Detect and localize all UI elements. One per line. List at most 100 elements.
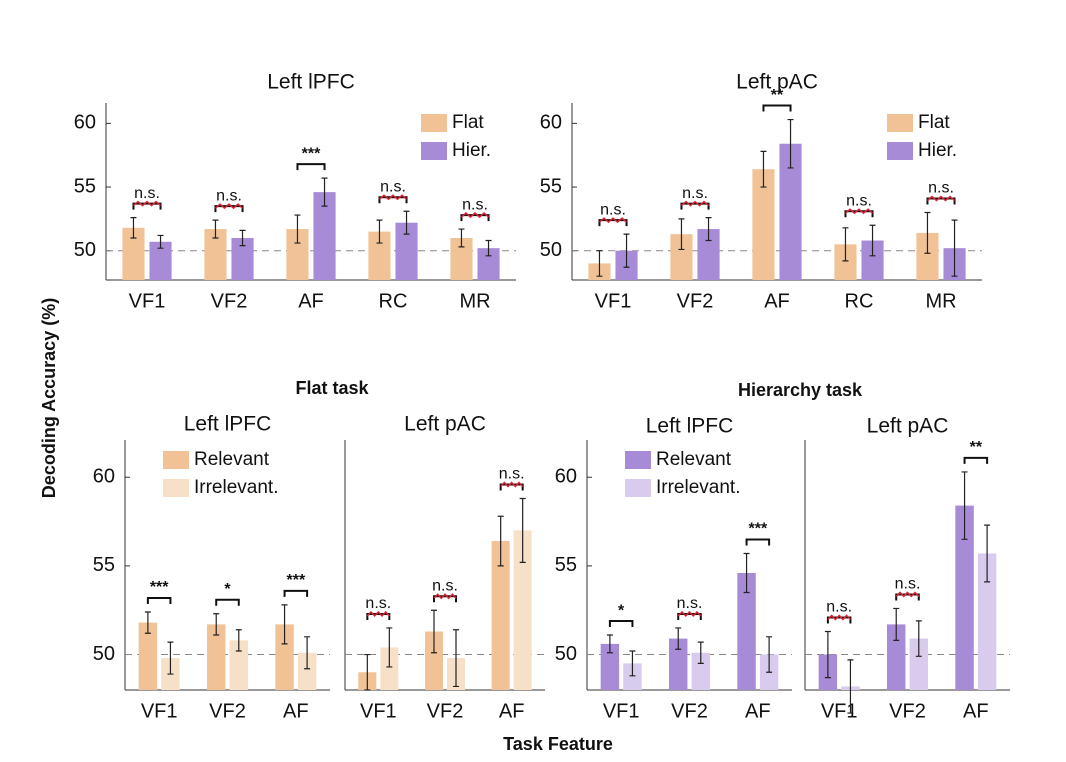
error-bar [376,219,383,244]
group-title: Flat task [295,378,369,398]
ns-wave [460,212,490,219]
significance-bracket [283,589,309,597]
error-bar [766,636,773,673]
significance-label: n.s. [380,178,406,195]
legend-swatch [887,142,913,160]
bar [297,652,317,690]
x-tick-label: RC [845,290,874,312]
significance-bracket [745,538,771,546]
significance-bracket [677,612,702,620]
error-bar [842,227,849,262]
significance-label: n.s. [682,185,708,202]
ns-wave [132,200,162,207]
bar [204,229,227,280]
group-title: Hierarchy task [738,380,863,400]
bar [737,572,756,690]
significance-bracket [214,205,244,213]
error-bar [606,634,613,654]
significance-label: n.s. [677,595,703,612]
error-bar [497,515,504,567]
error-bar [675,627,682,650]
y-tick-label: 50 [540,239,562,261]
legend-swatch [887,114,913,132]
panel-title: Left pAC [867,415,949,438]
y-tick-label: 60 [540,112,562,134]
error-bar [787,118,794,169]
x-tick-label: VF1 [360,700,397,722]
bar [395,222,418,280]
bar [752,169,775,280]
significance-bracket [296,163,326,171]
legend-label: Relevant [656,449,732,470]
error-bar [623,233,630,268]
x-tick-label: AF [499,700,525,722]
x-tick-label: VF2 [671,700,708,722]
bar [697,229,720,280]
ns-wave [844,208,874,215]
error-bar [294,214,301,244]
error-bar [678,218,685,251]
legend-swatch [421,114,447,132]
error-bar [951,219,958,277]
panel-title: Left pAC [404,413,486,436]
bar [977,553,997,690]
error-bar [961,471,968,540]
legend-swatch [163,479,189,497]
y-tick-label: 50 [93,643,115,665]
ns-wave [214,203,244,210]
error-bar [743,552,750,594]
panel-title: Left lPFC [184,413,272,436]
error-bar [403,210,410,235]
x-tick-label: MR [925,290,956,312]
bar [834,244,857,280]
ns-wave [433,593,457,600]
significance-bracket [598,219,628,227]
ns-wave [366,610,390,618]
y-tick-label: 60 [74,112,96,134]
y-tick-label: 50 [74,239,96,261]
significance-bracket [132,202,162,210]
ns-wave [677,610,702,618]
significance-label: *** [150,579,169,596]
ns-wave [598,217,628,224]
error-bar [431,609,437,654]
x-tick-label: VF2 [211,290,248,312]
significance-bracket [608,620,634,628]
ns-wave [680,200,710,207]
bar [916,232,939,280]
legend-swatch [625,451,651,469]
bar [955,505,974,690]
ns-wave [500,481,524,488]
x-tick-label: VF1 [603,700,640,722]
error-bar [847,659,854,714]
bar [861,240,884,280]
significance-bracket [963,456,989,464]
error-bar [239,229,246,247]
significance-label: *** [748,521,767,538]
bar [887,624,906,690]
significance-label: n.s. [928,180,954,197]
panel-title: Left lPFC [267,71,355,94]
legend-label: Flat [452,112,484,133]
x-axis-label: Task Feature [503,734,613,754]
legend-swatch [163,451,189,469]
error-bar [697,641,704,665]
significance-label: n.s. [895,576,921,593]
error-bar [321,177,328,207]
significance-bracket [366,612,391,620]
bar [231,237,254,280]
x-tick-label: VF2 [209,700,246,722]
y-tick-label: 60 [93,466,115,488]
significance-label: n.s. [134,185,160,202]
significance-bracket [460,214,490,222]
significance-label: n.s. [432,577,458,594]
error-bar [213,613,220,636]
bar [513,530,532,690]
legend-label: Relevant [194,449,270,470]
x-tick-label: VF2 [677,290,714,312]
error-bar [235,629,242,652]
error-bar [760,150,767,188]
x-tick-label: VF2 [427,700,464,722]
error-bar [386,627,393,668]
significance-bracket [378,196,408,204]
